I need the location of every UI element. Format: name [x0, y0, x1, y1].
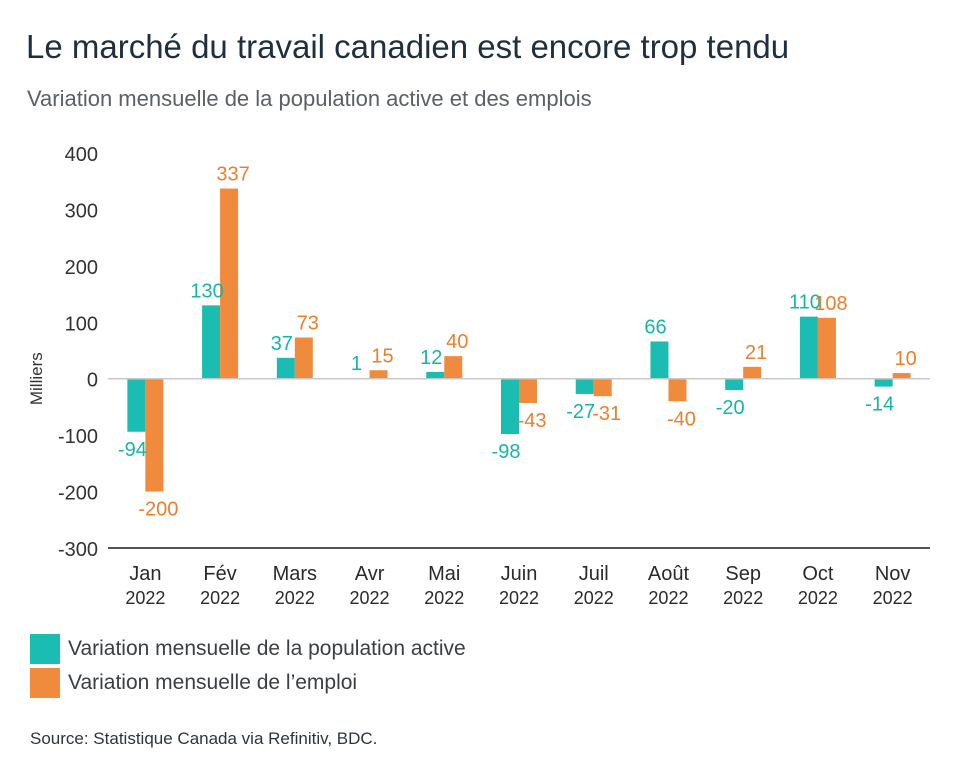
x-tick-year: 2022: [798, 588, 838, 608]
legend-swatch-emploi: [30, 668, 60, 698]
bar: [220, 188, 239, 379]
x-tick-year: 2022: [723, 588, 763, 608]
y-tick-label: 200: [65, 257, 98, 279]
bar-chart: Milliers 400 300 200 100 0 -100 -200 -300 -94 -200…: [27, 144, 930, 608]
legend-item-emploi: Variation mensuelle de l’emploi: [30, 666, 466, 700]
x-tick-month: Avr: [355, 563, 385, 585]
data-label: 110: [789, 292, 821, 314]
data-label: 21: [745, 342, 767, 364]
data-label: -94: [118, 439, 147, 461]
data-label: 108: [814, 293, 847, 315]
data-label: 12: [420, 347, 442, 369]
data-label: -31: [592, 403, 621, 425]
y-axis-label: Milliers: [27, 352, 46, 405]
data-label: 1: [351, 353, 362, 375]
data-label: 37: [271, 333, 293, 355]
y-tick-label: -100: [58, 426, 98, 448]
data-label: -20: [716, 397, 745, 419]
data-label: 10: [895, 348, 917, 370]
bar: [799, 316, 818, 379]
x-tick-month: Mars: [273, 563, 317, 585]
y-tick-label: -300: [58, 539, 98, 561]
data-label: -98: [492, 441, 521, 463]
bar: [444, 356, 463, 379]
bar: [650, 341, 669, 379]
data-label: 73: [297, 313, 319, 335]
legend-swatch-population: [30, 634, 60, 664]
y-tick-label: 0: [87, 370, 98, 392]
data-label: 40: [446, 331, 468, 353]
bar: [874, 378, 893, 387]
x-tick-month: Sep: [725, 563, 761, 585]
x-tick-month: Jan: [129, 563, 161, 585]
bar: [725, 378, 744, 390]
y-tick-label: 100: [65, 313, 98, 335]
bar: [743, 366, 762, 379]
bar: [575, 378, 594, 394]
data-label: 130: [190, 280, 223, 302]
data-label: 337: [216, 164, 249, 186]
legend: Variation mensuelle de la population act…: [30, 632, 466, 700]
bar: [668, 378, 687, 402]
x-tick-year: 2022: [275, 588, 315, 608]
source-note: Source: Statistique Canada via Refinitiv…: [30, 729, 378, 748]
x-tick-year: 2022: [873, 588, 913, 608]
y-tick-label: 300: [65, 200, 98, 222]
bar: [294, 337, 313, 379]
x-tick-month: Juin: [501, 563, 538, 585]
x-tick-year: 2022: [424, 588, 464, 608]
bar: [145, 378, 164, 492]
data-label: -40: [667, 408, 696, 430]
x-tick-year: 2022: [574, 588, 614, 608]
bar: [817, 317, 836, 379]
x-tick-year: 2022: [125, 588, 165, 608]
legend-label-population: Variation mensuelle de la population act…: [68, 637, 466, 660]
chart-title: Le marché du travail canadien est encore…: [26, 28, 790, 65]
legend-label-emploi: Variation mensuelle de l’emploi: [68, 671, 358, 694]
chart-subtitle: Variation mensuelle de la population act…: [27, 86, 592, 111]
y-tick-label: 400: [65, 144, 98, 166]
data-label: -200: [138, 499, 178, 521]
data-label: -27: [566, 401, 595, 423]
data-label: 66: [644, 316, 666, 338]
x-tick-year: 2022: [499, 588, 539, 608]
bar: [202, 305, 221, 379]
x-tick-month: Juil: [579, 563, 609, 585]
data-label: -14: [865, 394, 894, 416]
x-tick-year: 2022: [200, 588, 240, 608]
data-label: 15: [371, 345, 393, 367]
x-tick-month: Fév: [203, 563, 236, 585]
bar: [369, 370, 388, 379]
data-label: -43: [518, 410, 547, 432]
x-tick-month: Mai: [428, 563, 460, 585]
bar: [127, 378, 146, 432]
y-tick-label: -200: [58, 483, 98, 505]
bar: [501, 378, 519, 435]
legend-item-population: Variation mensuelle de la population act…: [30, 632, 466, 666]
bar: [276, 357, 295, 379]
x-tick-year: 2022: [648, 588, 688, 608]
x-tick-year: 2022: [350, 588, 390, 608]
x-tick-month: Août: [648, 563, 690, 585]
bar: [593, 378, 612, 397]
bar: [892, 373, 911, 379]
x-tick-month: Oct: [802, 563, 834, 585]
x-tick-month: Nov: [875, 563, 911, 585]
bar: [426, 371, 445, 379]
bar: [519, 378, 537, 403]
